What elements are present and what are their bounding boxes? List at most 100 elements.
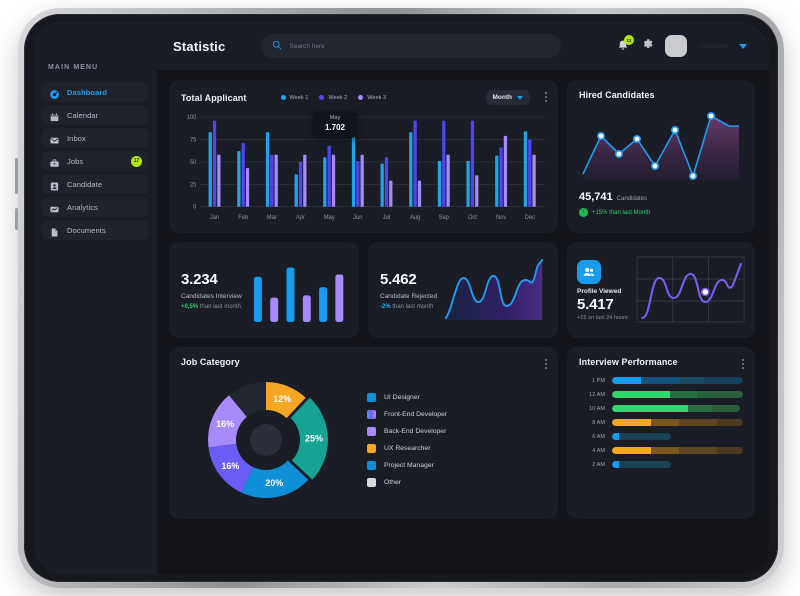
chevron-down-icon[interactable] — [739, 43, 747, 49]
analytics-icon — [49, 202, 60, 213]
svg-text:Aug: Aug — [410, 215, 420, 221]
donut-slice[interactable] — [208, 395, 247, 448]
svg-text:50: 50 — [190, 160, 197, 166]
search-box[interactable] — [261, 34, 562, 58]
notification-bell-button[interactable]: 12 — [616, 35, 635, 53]
card-menu-button[interactable] — [545, 92, 547, 104]
legend-label: UX Researcher — [384, 445, 431, 452]
rejected-delta-suffix: than last month — [390, 303, 434, 310]
progress-segment — [651, 419, 679, 426]
chart-tooltip: May 1.702 — [313, 111, 357, 138]
row-1: Total Applicant Week 1 Week 2 Week 3 Month… — [169, 80, 755, 233]
month-range-select[interactable]: Month — [485, 90, 530, 105]
donut-slice[interactable] — [290, 397, 328, 480]
sidebar-item-jobs[interactable]: Jobs 17 — [42, 151, 148, 171]
main-column: Statistic 12 — [157, 22, 769, 574]
card-menu-button[interactable] — [545, 359, 547, 371]
hired-trend: ↑ +15% than last Month — [579, 208, 743, 217]
progress-segment — [612, 461, 619, 468]
card-job-category: Job Category 12% 25% 20% 16% 16% UI Designer… — [169, 347, 558, 519]
time-label: 6 AM — [592, 433, 605, 440]
hired-trend-text: +15% than last Month — [592, 209, 651, 216]
interview-delta-value: +0,5% — [181, 303, 199, 310]
progress-segment — [618, 433, 671, 440]
progress-segment — [716, 419, 743, 426]
avatar[interactable] — [665, 35, 688, 57]
interview-performance-row: 10 AM — [579, 405, 743, 412]
user-card-icon — [49, 179, 60, 190]
card-title: Total Applicant — [181, 92, 247, 103]
legend-dot — [280, 95, 286, 100]
donut-slice[interactable] — [241, 460, 309, 498]
page-title: Statistic — [173, 38, 226, 54]
svg-text:Apr: Apr — [296, 215, 305, 221]
legend-label: Week 3 — [367, 94, 387, 101]
search-input[interactable] — [289, 42, 551, 50]
sidebar-item-dashboard[interactable]: Dashboard — [42, 82, 148, 102]
rejected-delta: -2% than last month — [380, 304, 437, 310]
svg-text:25: 25 — [190, 182, 197, 188]
progress-segment — [711, 405, 741, 412]
legend-item: Week 3 — [358, 95, 386, 101]
donut-slice[interactable] — [229, 382, 266, 417]
donut-slice[interactable] — [208, 443, 254, 493]
progress-track — [612, 419, 743, 426]
sidebar-item-inbox[interactable]: Inbox — [42, 128, 148, 148]
rejected-value: 5.462 — [380, 270, 417, 288]
progress-segment — [612, 405, 688, 412]
sidebar-item-candidate[interactable]: Candidate — [42, 174, 148, 194]
legend-swatch — [367, 478, 376, 487]
trend-up-icon: ↑ — [579, 208, 588, 217]
svg-text:Jun: Jun — [353, 215, 362, 221]
legend-swatch — [367, 427, 376, 436]
svg-text:Sep: Sep — [439, 215, 450, 221]
time-label: 2 AM — [592, 461, 605, 468]
bar-chart-svg: 0 25 50 75 100 Jan Feb Mar Apr May Jun Jul Aug Sep Oct… — [187, 115, 545, 221]
sidebar-item-analytics[interactable]: Analytics — [42, 197, 148, 217]
progress-segment — [678, 419, 717, 426]
progress-segment — [716, 447, 743, 454]
legend-swatch — [367, 410, 376, 419]
job-category-legend-row: Project Manager — [367, 461, 546, 470]
progress-track — [612, 391, 743, 398]
interview-performance-row: 12 AM — [579, 391, 743, 398]
card-menu-button[interactable] — [742, 359, 744, 371]
gear-icon[interactable] — [641, 37, 654, 55]
chevron-down-icon — [517, 95, 523, 100]
hired-candidates-sparkline — [582, 112, 739, 181]
sidebar-item-label: Jobs — [67, 156, 84, 166]
interview-performance-row: 8 AM — [579, 419, 743, 426]
legend-label: Back-End Developer — [384, 428, 447, 435]
svg-text:Mar: Mar — [267, 215, 277, 221]
svg-text:May: May — [324, 215, 335, 221]
donut-slice-label: 12% — [273, 394, 291, 404]
progress-segment — [703, 377, 743, 384]
progress-segment — [618, 461, 671, 468]
svg-text:Jan: Jan — [210, 215, 219, 221]
total-applicant-header: Total Applicant Week 1 Week 2 Week 3 Month — [181, 90, 547, 105]
donut-slice[interactable] — [266, 382, 306, 419]
time-label: 4 AM — [592, 447, 605, 454]
tooltip-value: 1.702 — [324, 123, 346, 132]
svg-text:75: 75 — [190, 137, 197, 143]
svg-text:100: 100 — [187, 115, 197, 121]
hired-value: 45,741 — [579, 191, 613, 203]
interview-performance-row: 6 AM — [579, 433, 743, 440]
progress-segment — [612, 433, 619, 440]
sidebar-item-documents[interactable]: Documents — [42, 220, 148, 240]
donut-chart-wrap: 12% 25% 20% 16% 16% — [181, 372, 351, 508]
card-candidates-interview: 3.234 Candidates Interview +0,5% than la… — [169, 242, 359, 338]
donut-chart: 12% 25% 20% 16% 16% — [208, 382, 328, 498]
card-title: Hired Candidates — [579, 90, 655, 100]
rejected-stat-text: 5.462 Candidate Rejected -2% than last m… — [380, 271, 437, 310]
hired-value-row: 45,741 Candidates — [579, 191, 743, 203]
interview-label: Candidates Interview — [181, 292, 242, 300]
inbox-icon — [49, 133, 60, 144]
sidebar-menu-list: Dashboard Calendar Inbox Jobs 17 Candidate Ana… — [42, 82, 148, 240]
progress-segment — [612, 447, 652, 454]
progress-segment — [612, 377, 641, 384]
sidebar-item-calendar[interactable]: Calendar — [42, 105, 148, 125]
document-icon — [49, 225, 60, 236]
rejected-area-chart — [444, 259, 544, 320]
job-category-body: 12% 25% 20% 16% 16% UI Designer Front-End Dev… — [181, 367, 546, 513]
